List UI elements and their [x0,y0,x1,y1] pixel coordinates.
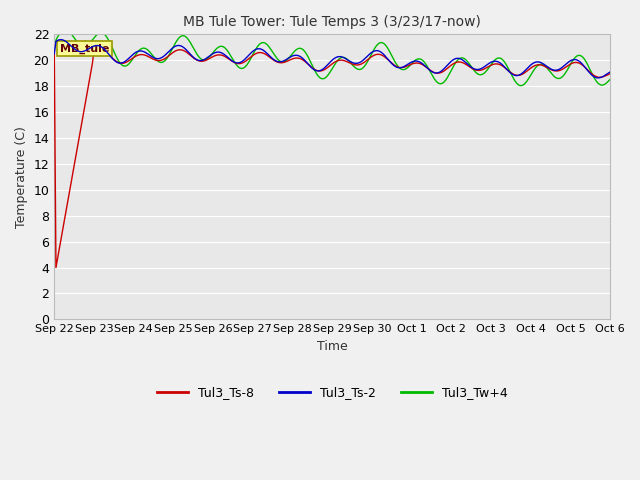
X-axis label: Time: Time [317,340,348,353]
Legend: Tul3_Ts-8, Tul3_Ts-2, Tul3_Tw+4: Tul3_Ts-8, Tul3_Ts-2, Tul3_Tw+4 [152,381,513,404]
Text: MB_tule: MB_tule [60,43,109,54]
Title: MB Tule Tower: Tule Temps 3 (3/23/17-now): MB Tule Tower: Tule Temps 3 (3/23/17-now… [183,15,481,29]
Y-axis label: Temperature (C): Temperature (C) [15,126,28,228]
